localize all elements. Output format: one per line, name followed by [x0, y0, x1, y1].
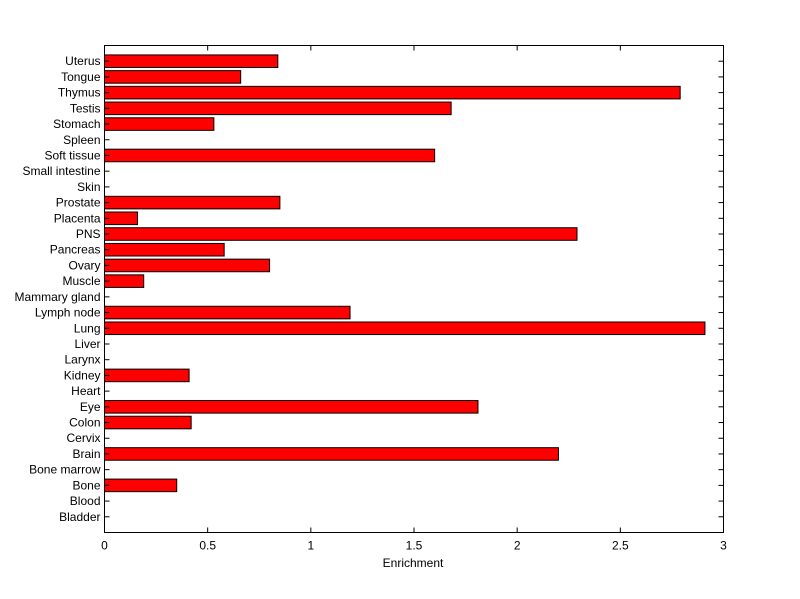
y-tick-label: Brain: [72, 447, 100, 461]
bar-lymph-node: [104, 305, 351, 320]
bar-pancreas: [104, 242, 225, 257]
bar-thymus: [104, 85, 681, 100]
bar-colon: [104, 415, 192, 430]
y-tick-label: Bone marrow: [29, 463, 101, 477]
x-tick-label: 1.5: [406, 539, 423, 553]
y-tick-label: Blood: [70, 494, 101, 508]
x-tick-label: 0: [101, 539, 108, 553]
y-tick-label: Placenta: [54, 211, 101, 225]
y-tick-label: Larynx: [64, 353, 100, 367]
bar-tongue: [104, 70, 242, 84]
x-ticks-group: 0 0.5 1 1.5 2 2.5 3: [101, 45, 727, 553]
y-tick-label: Small intestine: [22, 164, 100, 178]
bar-pns: [104, 227, 578, 241]
y-tick-label: Lymph node: [35, 306, 101, 320]
y-tick-label: Prostate: [56, 196, 101, 210]
bars-group: [104, 54, 706, 493]
bar-kidney: [104, 368, 190, 383]
bar-uterus: [104, 54, 279, 68]
y-tick-label: Spleen: [63, 133, 100, 147]
y-tick-label: Testis: [70, 101, 101, 115]
y-tick-label: Bone: [72, 478, 100, 492]
bar-stomach: [104, 117, 215, 131]
bar-testis: [104, 101, 452, 116]
y-tick-label: Uterus: [65, 54, 100, 68]
y-tick-label: Ovary: [68, 258, 100, 272]
x-tick-label: 2: [514, 539, 521, 553]
bar-bone: [104, 478, 178, 493]
y-tick-label: Stomach: [53, 117, 100, 131]
y-tick-label: Thymus: [58, 86, 101, 100]
x-axis-title: Enrichment: [383, 556, 444, 570]
y-tick-label: Cervix: [66, 431, 100, 445]
y-tick-label: PNS: [76, 227, 101, 241]
y-tick-label: Liver: [74, 337, 100, 351]
y-tick-label: Bladder: [59, 510, 100, 524]
y-tick-label: Heart: [71, 384, 101, 398]
y-tick-label: Mammary gland: [14, 290, 100, 304]
bar-eye: [104, 400, 479, 414]
x-tick-label: 3: [720, 539, 727, 553]
y-tick-label: Muscle: [62, 274, 100, 288]
y-tick-label: Tongue: [61, 70, 101, 84]
y-tick-label: Pancreas: [50, 243, 101, 257]
bar-prostate: [104, 195, 281, 210]
bar-soft-tissue: [104, 148, 436, 163]
y-tick-label: Eye: [80, 400, 101, 414]
y-tick-label: Soft tissue: [44, 148, 100, 162]
bar-brain: [104, 447, 559, 461]
x-tick-label: 1: [307, 539, 314, 553]
y-tick-label: Colon: [69, 416, 100, 430]
x-tick-label: 2.5: [612, 539, 629, 553]
y-tick-label: Skin: [77, 180, 100, 194]
y-tick-label: Kidney: [64, 368, 101, 382]
y-tick-label: Lung: [74, 321, 101, 335]
bar-lung: [104, 321, 706, 336]
bar-ovary: [104, 258, 271, 273]
x-tick-label: 0.5: [199, 539, 216, 553]
bar-muscle: [104, 274, 145, 288]
